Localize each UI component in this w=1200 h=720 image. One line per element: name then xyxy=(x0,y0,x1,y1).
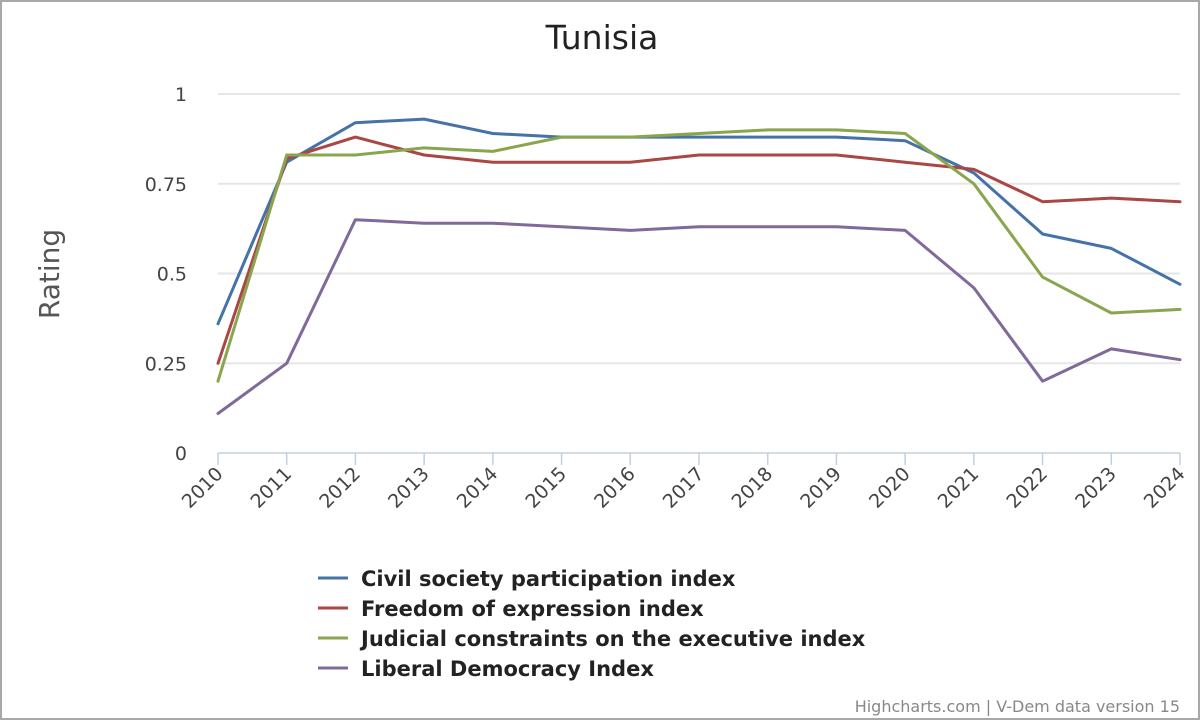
series-line[interactable] xyxy=(216,128,1182,383)
y-tick-label: 0.75 xyxy=(145,174,187,196)
legend: Civil society participation index Freedom… xyxy=(318,567,866,681)
series-lines xyxy=(216,117,1182,415)
y-tick-label: 0 xyxy=(175,443,187,465)
x-tick-label: 2016 xyxy=(590,463,640,513)
x-tick-label: 2022 xyxy=(1002,463,1052,513)
legend-label: Liberal Democracy Index xyxy=(361,657,654,681)
x-tick-label: 2023 xyxy=(1071,463,1121,513)
y-tick-label: 0.25 xyxy=(145,353,187,375)
x-tick-label: 2014 xyxy=(453,463,503,513)
series-line[interactable] xyxy=(216,117,1182,326)
x-tick-label: 2017 xyxy=(659,463,709,513)
legend-item[interactable]: Liberal Democracy Index xyxy=(318,657,654,681)
x-tick-label: 2020 xyxy=(865,463,915,513)
legend-item[interactable]: Freedom of expression index xyxy=(318,597,704,621)
x-tick-label: 2021 xyxy=(934,463,984,513)
legend-item[interactable]: Civil society participation index xyxy=(318,567,736,591)
y-tick-label: 1 xyxy=(175,84,187,106)
y-tick-label: 0.5 xyxy=(157,264,187,286)
credits-link[interactable]: Highcharts.com | V-Dem data version 15 xyxy=(855,697,1180,716)
legend-label: Freedom of expression index xyxy=(361,597,704,621)
series-line[interactable] xyxy=(216,135,1182,365)
x-tick-label: 2015 xyxy=(521,463,571,513)
x-tick-label: 2010 xyxy=(178,463,228,513)
legend-item[interactable]: Judicial constraints on the executive in… xyxy=(318,627,866,651)
y-axis-label: Rating xyxy=(33,229,66,319)
x-axis: 2010 2011 2012 2013 2014 2015 2016 2017 2018 2019… xyxy=(178,452,1190,513)
legend-label: Civil society participation index xyxy=(361,567,736,591)
x-tick-label: 2013 xyxy=(384,463,434,513)
grid-lines xyxy=(218,93,1180,365)
x-tick-label: 2011 xyxy=(246,463,296,513)
series-line[interactable] xyxy=(216,218,1182,415)
x-tick-label: 2024 xyxy=(1140,463,1190,513)
x-tick-label: 2019 xyxy=(796,463,846,513)
x-tick-label: 2012 xyxy=(315,463,365,513)
x-tick-label: 2018 xyxy=(727,463,777,513)
legend-label: Judicial constraints on the executive in… xyxy=(359,627,866,651)
chart-title: Tunisia xyxy=(545,18,659,57)
y-axis-ticks: 0 0.25 0.5 0.75 1 xyxy=(145,84,187,465)
